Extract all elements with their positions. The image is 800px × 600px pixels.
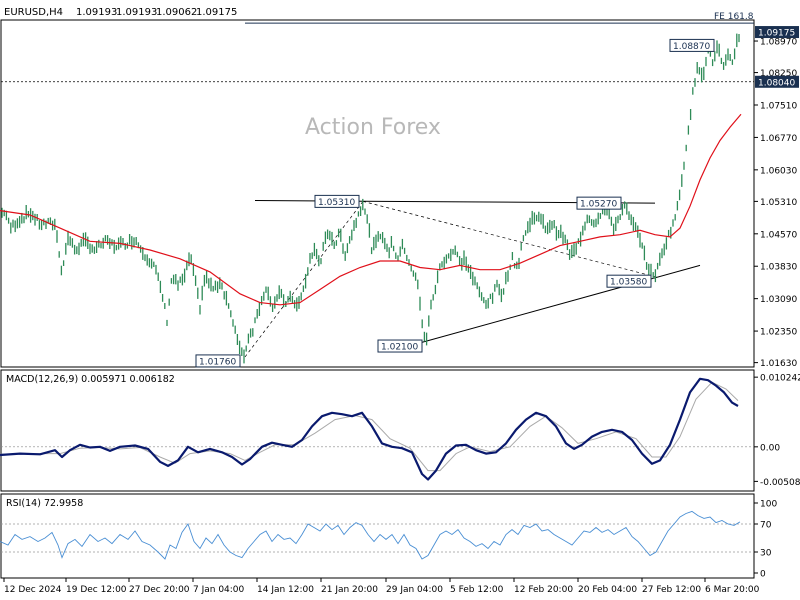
price-annotation-label: 1.05270	[580, 200, 617, 210]
current-price-tag	[755, 26, 799, 39]
current-price-label: 1.09175	[758, 29, 795, 39]
price-axis: 1.08970 1.08250 1.07510 1.06770 1.06030 1.053…	[1, 12, 799, 369]
macd-tick-label: 0.00	[760, 443, 780, 453]
ema-line	[0, 113, 742, 306]
macd-panel	[0, 369, 755, 492]
price-tick-label: 1.06770	[760, 134, 797, 144]
time-tick-label: 19 Dec 12:00	[66, 585, 127, 595]
macd-line	[0, 377, 739, 481]
price-annotation-box	[576, 196, 622, 210]
level-tag-label: 1.08040	[758, 78, 795, 88]
time-tick-label: 21 Jan 20:00	[321, 585, 378, 595]
price-tick-label: 1.03090	[760, 295, 797, 305]
ohlc-low: 1.09062	[156, 7, 197, 18]
price-annotation-label: 1.08870	[673, 42, 710, 52]
price-tick-label: 1.03830	[760, 263, 797, 273]
price-tick-label: 1.06030	[760, 166, 797, 176]
price-annotation-label: 1.02100	[381, 343, 418, 353]
time-tick-label: 12 Feb 20:00	[514, 585, 573, 595]
price-annotation-box	[606, 274, 652, 288]
rsi-tick-label: 70	[760, 521, 772, 531]
rsi-panel	[0, 493, 755, 579]
price-annotation-label: 1.05310	[318, 198, 355, 208]
rsi-tick-label: 0	[760, 570, 766, 580]
price-tick-label: 1.02350	[760, 328, 797, 338]
price-annotation-box	[377, 339, 423, 353]
price-annotation-label: 1.03580	[610, 278, 647, 288]
price-annotation-box	[195, 354, 241, 368]
ohlc-high: 1.09193	[116, 7, 157, 18]
rsi-tick-label: 100	[760, 500, 777, 510]
price-tick-label: 1.04570	[760, 230, 797, 240]
rsi-title: RSI(14) 72.9958	[6, 498, 83, 509]
price-annotations: 1.05310 1.05270 1.08870 1.03580 1.02100 1.017…	[195, 38, 715, 368]
price-tick-label: 1.07510	[760, 101, 797, 111]
level-tag	[755, 75, 799, 88]
ohlc-close: 1.09175	[196, 7, 237, 18]
fe-level-label: FE 161.8	[714, 12, 754, 22]
time-tick-label: 14 Jan 12:00	[257, 585, 314, 595]
price-series	[0, 33, 742, 364]
price-tick-label: 1.01630	[760, 359, 797, 369]
trendline-dashed	[362, 201, 658, 278]
time-tick-label: 27 Feb 12:00	[642, 585, 701, 595]
price-annotation-box	[314, 194, 360, 208]
price-annotation-label: 1.01760	[199, 357, 236, 367]
macd-tick-label: 0.010242	[760, 374, 800, 384]
rsi-tick-label: 30	[760, 549, 772, 559]
price-panel	[0, 19, 755, 368]
trendline-dashed	[244, 201, 364, 358]
watermark: Action Forex	[305, 115, 441, 140]
rsi-line	[0, 510, 741, 560]
macd-signal-line	[0, 381, 739, 472]
time-tick-label: 6 Mar 20:00	[705, 585, 760, 595]
time-tick-label: 20 Feb 04:00	[578, 585, 637, 595]
price-tick-label: 1.05310	[760, 198, 797, 208]
price-tick-label: 1.08250	[760, 69, 797, 79]
time-tick-label: 27 Dec 20:00	[129, 585, 190, 595]
time-tick-label: 12 Dec 2024	[4, 585, 62, 595]
time-tick-label: 7 Jan 04:00	[193, 585, 245, 595]
price-tick-label: 1.08970	[760, 38, 797, 48]
ohlc-open: 1.09193	[76, 7, 117, 18]
time-tick-label: 5 Feb 12:00	[450, 585, 504, 595]
rsi-layer: 100 70 30 0	[0, 500, 777, 580]
macd-title: MACD(12,26,9) 0.005971 0.006182	[6, 374, 175, 385]
time-tick-label: 29 Jan 04:00	[386, 585, 443, 595]
price-annotation-box	[669, 38, 715, 52]
symbol-label: EURUSD,H4	[4, 7, 63, 18]
time-axis: 12 Dec 2024 19 Dec 12:00 27 Dec 20:00 7 Jan…	[3, 578, 760, 595]
